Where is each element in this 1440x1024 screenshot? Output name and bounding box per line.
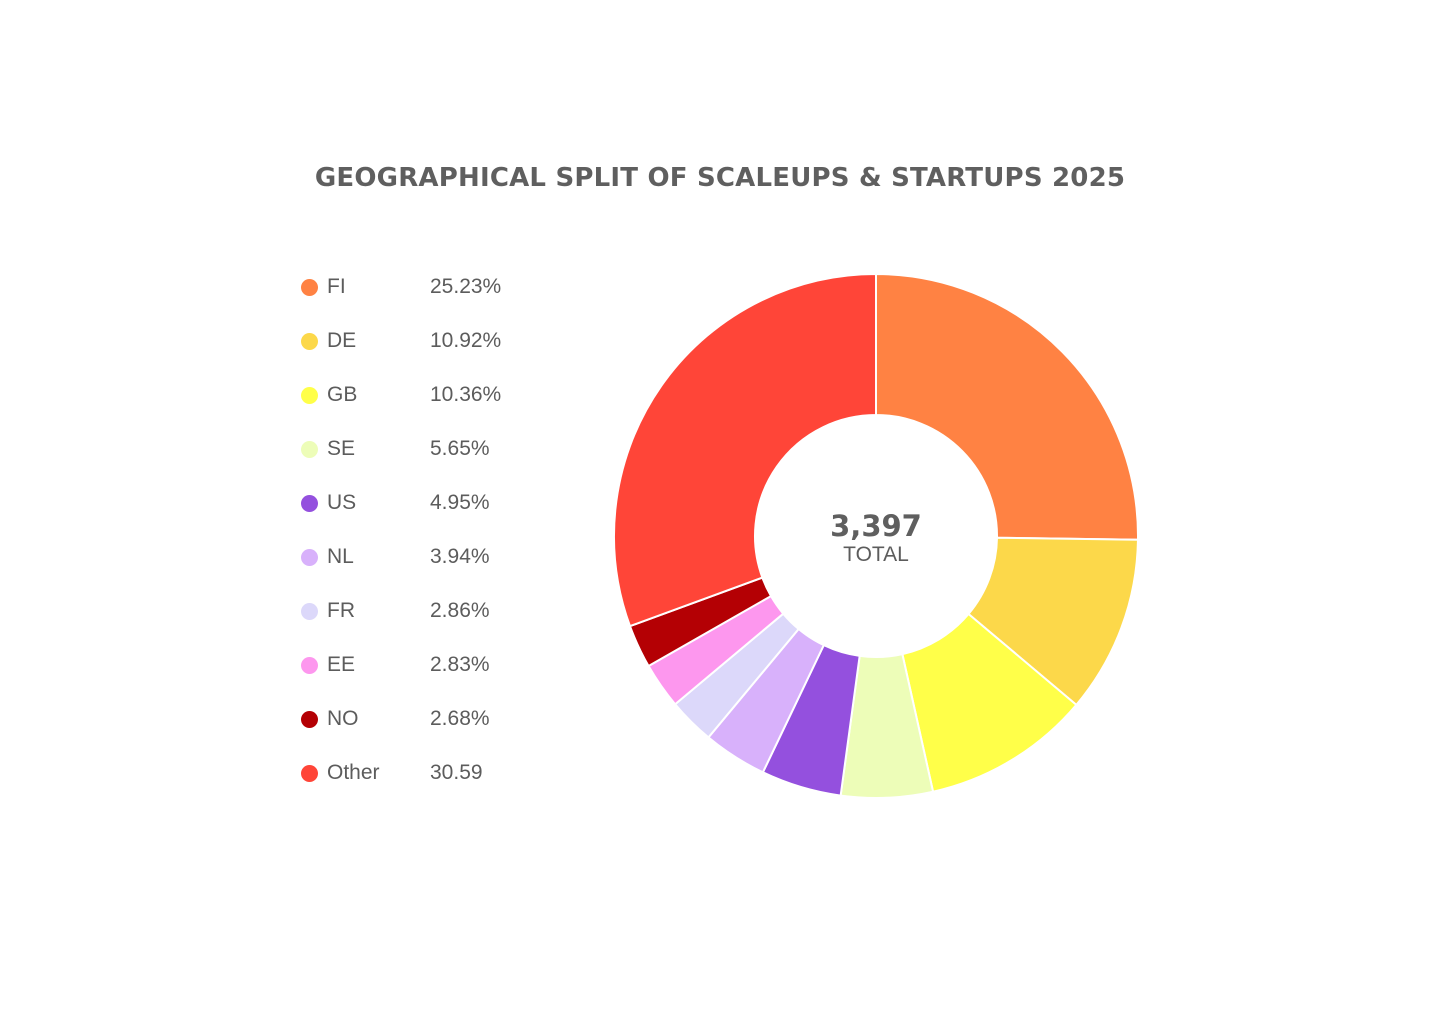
legend-label: EE: [327, 653, 356, 676]
legend-value: 10.36%: [430, 383, 502, 406]
center-total-value: 3,397: [830, 509, 922, 543]
legend-swatch: [301, 657, 318, 674]
legend-value: 5.65%: [430, 437, 490, 460]
donut-slices: [613, 272, 1139, 799]
center-total-label: TOTAL: [843, 543, 909, 566]
legend-value: 25.23%: [430, 275, 502, 298]
legend-item: NO 2.68%: [301, 701, 541, 755]
legend-label: SE: [327, 437, 356, 460]
legend-swatch: [301, 279, 318, 296]
legend-swatch: [301, 495, 318, 512]
legend-item: DE 10.92%: [301, 323, 541, 377]
legend-item: FI 25.23%: [301, 269, 541, 323]
legend-label: Other: [327, 761, 380, 784]
legend-item: NL 3.94%: [301, 539, 541, 593]
donut-slice-other: [613, 272, 877, 628]
chart-title: GEOGRAPHICAL SPLIT OF SCALEUPS & STARTUP…: [314, 163, 1126, 193]
donut-slice-fi: [875, 272, 1139, 541]
legend-label: US: [327, 491, 357, 514]
legend-swatch: [301, 387, 318, 404]
legend-label: FI: [327, 275, 346, 298]
legend-swatch: [301, 333, 318, 350]
legend-label: NO: [327, 707, 359, 730]
legend-value: 2.68%: [430, 707, 490, 730]
legend-swatch: [301, 603, 318, 620]
legend-item: GB 10.36%: [301, 377, 541, 431]
legend-swatch: [301, 765, 318, 782]
legend-item: SE 5.65%: [301, 431, 541, 485]
legend-value: 3.94%: [430, 545, 490, 568]
legend-label: NL: [327, 545, 354, 568]
legend-label: FR: [327, 599, 355, 622]
legend-swatch: [301, 441, 318, 458]
legend-value: 2.83%: [430, 653, 490, 676]
legend-item: US 4.95%: [301, 485, 541, 539]
legend-value: 4.95%: [430, 491, 490, 514]
legend-swatch: [301, 711, 318, 728]
legend-value: 30.59: [430, 761, 483, 784]
legend-label: DE: [327, 329, 357, 352]
chart-legend: FI 25.23% DE 10.92% GB 10.36% SE 5.65% US 4.95% NL…: [301, 269, 541, 809]
legend-swatch: [301, 549, 318, 566]
legend-value: 10.92%: [430, 329, 502, 352]
legend-value: 2.86%: [430, 599, 490, 622]
legend-label: GB: [327, 383, 358, 406]
legend-item: Other 30.59: [301, 755, 541, 809]
legend-item: FR 2.86%: [301, 593, 541, 647]
legend-item: EE 2.83%: [301, 647, 541, 701]
